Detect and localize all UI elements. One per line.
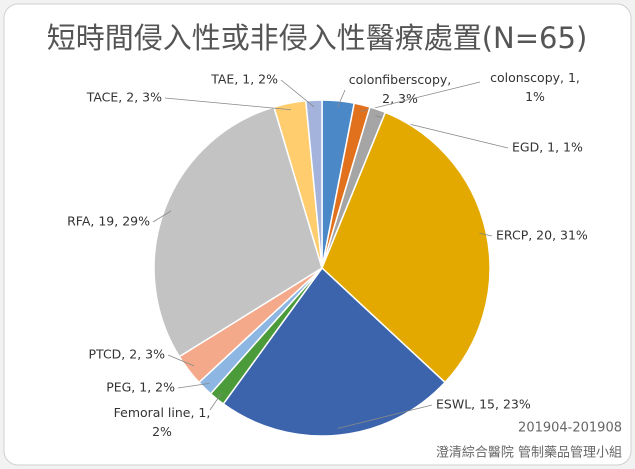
data-label: PTCD, 2, 3% — [89, 347, 166, 362]
data-label: TACE, 2, 3% — [86, 90, 162, 105]
data-label: TAE, 1, 2% — [210, 72, 278, 87]
data-label: EGD, 1, 1% — [512, 140, 583, 155]
leader-line — [280, 79, 315, 108]
data-label-line: colonscopy, 1, — [490, 70, 580, 85]
data-label-line: colonfiberscopy, — [349, 72, 452, 87]
pie-slice — [222, 266, 447, 437]
leader-line — [479, 232, 493, 237]
data-label: ERCP, 20, 31% — [496, 228, 588, 243]
data-label-line: Femoral line, 1, — [114, 405, 211, 420]
leader-line — [164, 97, 292, 111]
data-label: colonfiberscopy, 2, 3% — [349, 72, 452, 106]
leader-line — [360, 81, 481, 112]
pie-slice — [321, 111, 491, 384]
leader-line — [152, 210, 172, 223]
leader-line — [209, 393, 222, 411]
leader-line — [337, 404, 433, 429]
data-label: PEG, 1, 2% — [106, 380, 175, 395]
data-label-line: 2, 3% — [382, 91, 418, 106]
data-label: ESWL, 15, 23% — [436, 397, 531, 412]
pie-slice — [304, 99, 323, 269]
leader-line — [177, 383, 210, 389]
leader-line — [167, 354, 195, 367]
data-label-line: 2% — [152, 424, 172, 439]
footnote: 澄清綜合醫院 管制藥品管理小組 — [436, 446, 622, 461]
pie-slice — [153, 106, 323, 358]
data-label: Femoral line, 1, 2% — [114, 405, 211, 439]
footnote: 201904-201908 — [518, 421, 622, 436]
chart-title: 短時間侵入性或非侵入性醫療處置(N=65) — [47, 21, 588, 55]
data-label: colonscopy, 1, 1% — [490, 70, 580, 104]
data-label-line: 1% — [525, 89, 545, 104]
data-label: RFA, 19, 29% — [67, 214, 150, 229]
leader-line — [337, 89, 346, 108]
